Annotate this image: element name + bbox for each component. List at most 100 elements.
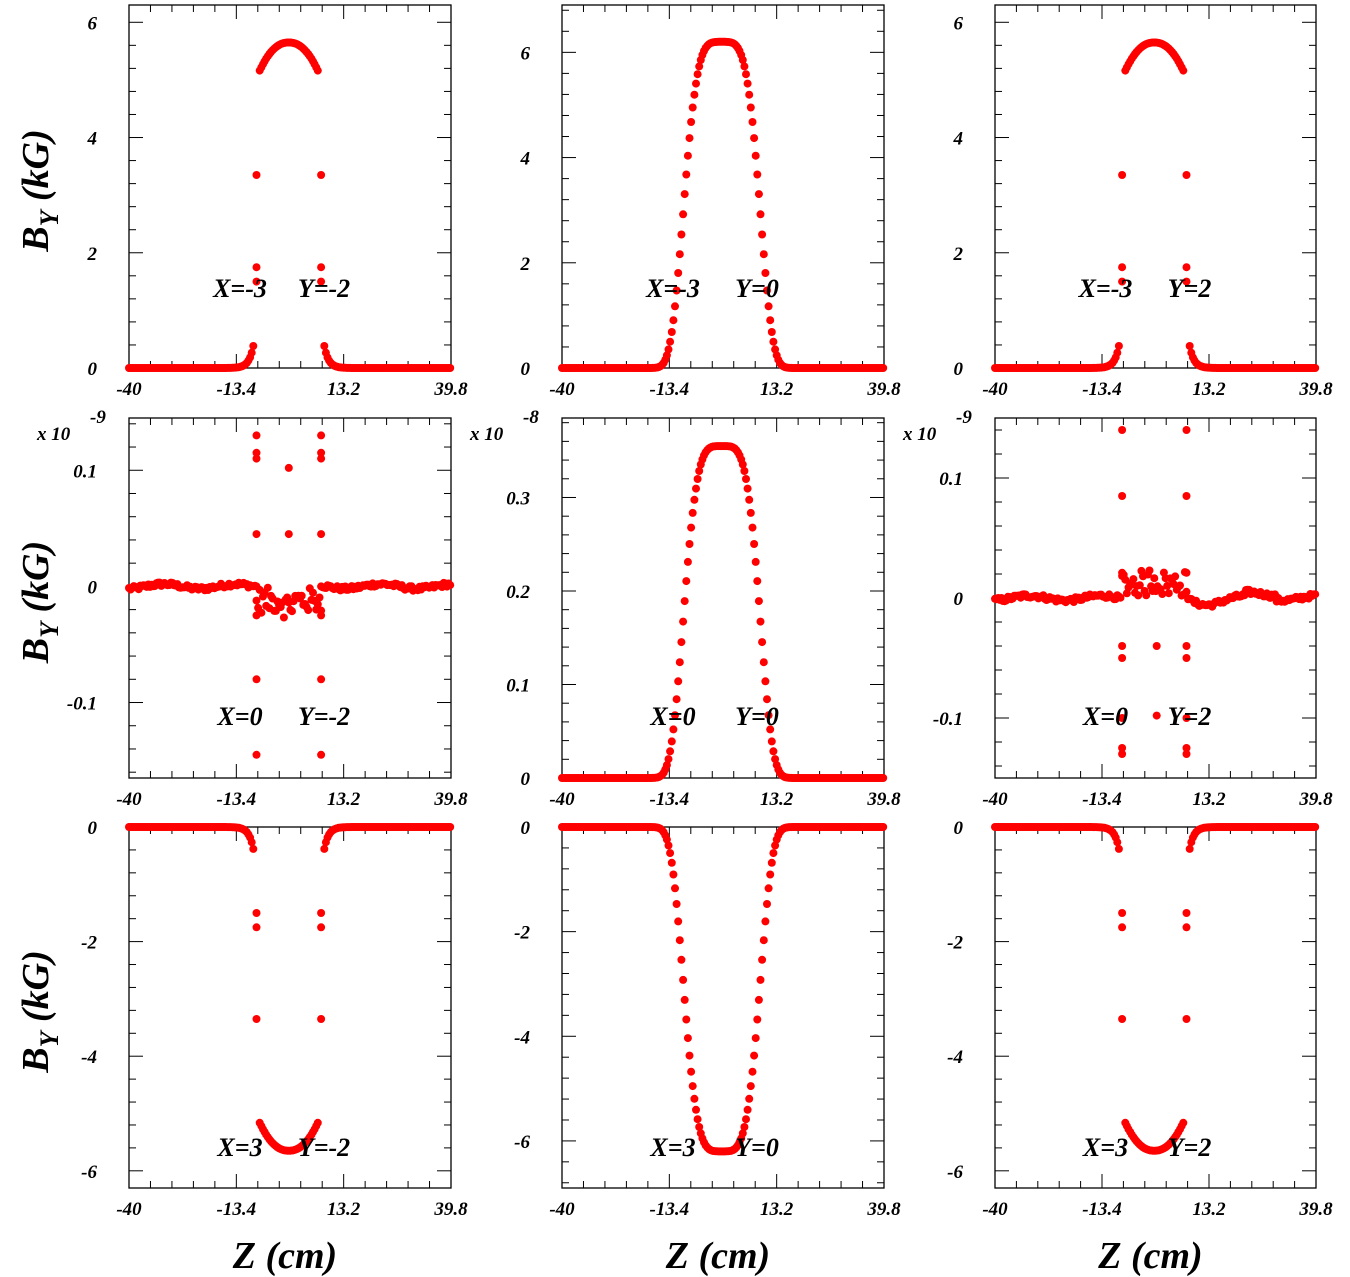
x-tick-label: 39.8 [433,789,468,810]
data-point [252,611,261,620]
panel-x0-y-neg2: -40 -13.4 13.2 39.8 -0.1 0 0.1x 10 -9 X=0 Y=-2 [36,407,468,810]
data-point [252,530,261,539]
data-point [761,677,770,686]
data-point [767,737,776,746]
position-label-y: Y=-2 [298,702,350,731]
data-point [669,725,678,734]
x-axis-title: Z (cm) [665,1235,770,1277]
x-axis-title: Z (cm) [232,1235,337,1277]
data-point [767,858,776,867]
data-point [742,1115,750,1124]
y-axis-title: BY (kG) [15,129,64,253]
x-tick-label: 13.2 [1192,379,1226,400]
y-tick-label: 0 [88,818,98,839]
x-tick-label: 39.8 [1298,789,1333,810]
x-tick-label: -13.4 [650,1199,690,1220]
data-point [252,596,261,605]
data-point [672,900,681,908]
data-point [297,591,306,600]
data-point [742,475,750,483]
position-label-x: X=3 [1082,1133,1128,1162]
data-point [1179,66,1188,75]
data-point [1150,574,1159,583]
data-point [750,1051,759,1060]
x-tick-label: -40 [116,1199,142,1220]
data-point [683,1034,692,1043]
x-tick-label: -13.4 [217,1199,257,1220]
data-point [666,337,675,346]
data-point [313,66,322,75]
data-point [879,364,888,372]
data-point [1182,923,1191,932]
data-point [1182,492,1191,500]
position-label-y: Y=0 [735,702,779,731]
data-point [317,448,326,457]
data-point [690,495,699,504]
data-point [1182,568,1191,577]
data-point [738,56,747,64]
data-point [690,90,699,99]
y-tick-label: 4 [520,149,531,170]
x-tick-label: 13.2 [327,1199,361,1220]
position-label-x: X=-3 [212,274,267,303]
data-point [317,582,326,591]
data-point [748,523,757,532]
data-point [679,975,688,984]
data-point [1118,171,1127,179]
data-point [252,750,261,759]
data-point [671,711,679,720]
data-point [317,454,326,463]
data-point [692,79,700,88]
data-point [1118,263,1127,272]
data-point [758,955,767,964]
data-point [317,171,326,179]
y-exponent-label: x 10 [469,424,504,445]
data-point [1134,591,1143,600]
x-tick-label: -13.4 [1082,379,1122,400]
data-point [664,755,673,764]
data-point [313,600,322,609]
data-point [1185,342,1194,350]
data-point [674,269,683,277]
data-point [688,1082,697,1091]
data-point [317,431,326,440]
data-point [667,737,676,746]
data-point [672,695,681,704]
y-tick-label: -0.1 [67,694,97,715]
y-exponent-label: x 10 [36,424,71,445]
data-point [695,467,704,475]
position-label-x: X=3 [216,1133,262,1162]
data-point [672,286,681,295]
x-tick-label: 39.8 [866,379,901,400]
data-point [750,134,759,143]
data-point [751,151,760,160]
data-point [766,725,775,734]
data-point [317,530,326,539]
data-point [662,761,671,770]
data-point [695,1123,704,1131]
data-point [754,190,763,199]
data-point [317,750,326,759]
data-point [1182,263,1191,272]
data-point [667,328,676,336]
data-point [756,210,765,219]
y-tick-label: 0 [954,589,964,610]
position-label-y: Y=2 [1168,702,1212,731]
panel-x-neg3-y0: -40 -13.4 13.2 39.8 0 2 4 6 X=-3 Y=0 [520,4,901,400]
data-point [738,460,747,469]
data-point [1311,364,1320,372]
data-point [879,823,888,831]
x-tick-label: 39.8 [433,1199,468,1220]
data-point [748,1067,757,1076]
y-tick-label: 6 [954,13,964,34]
data-point [771,755,780,764]
data-point [288,607,296,616]
position-label-y: Y=-2 [298,274,350,303]
data-point [317,909,326,917]
x-tick-label: -13.4 [217,789,257,810]
y-tick-label: -6 [514,1132,530,1153]
data-point [1152,642,1161,650]
data-point [692,1105,700,1114]
data-point [284,530,293,539]
